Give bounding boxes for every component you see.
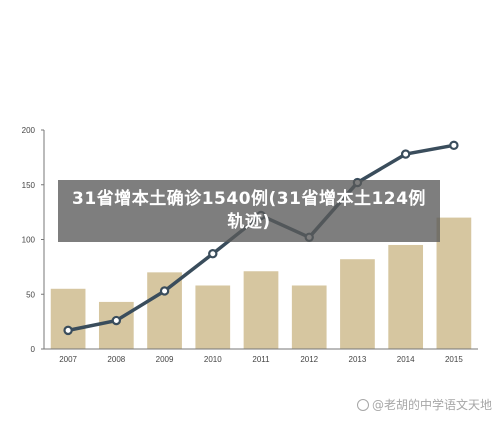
- x-tick-label: 2013: [349, 355, 367, 364]
- bar-2010: [195, 285, 231, 349]
- watermark: @老胡的中学语文天地: [356, 396, 492, 413]
- x-tick-label: 2012: [300, 355, 318, 364]
- x-tick-label: 2015: [445, 355, 463, 364]
- headline-banner: 31省增本土确诊1540例(31省增本土124例轨迹): [58, 180, 440, 242]
- x-tick-label: 2014: [397, 355, 415, 364]
- x-tick-label: 2010: [204, 355, 222, 364]
- watermark-logo-icon: [356, 398, 369, 411]
- y-tick-label: 100: [22, 236, 36, 245]
- y-tick-label: 0: [31, 345, 36, 354]
- watermark-text: @老胡的中学语文天地: [371, 398, 492, 412]
- line-point-2009: [159, 286, 170, 296]
- y-axis-ticks: 0 50 100 150 200: [22, 126, 44, 354]
- x-tick-label: 2008: [107, 355, 125, 364]
- x-tick-label: 2007: [59, 355, 77, 364]
- bar-series: [50, 217, 472, 349]
- line-point-2010: [208, 249, 218, 259]
- x-tick-label: 2009: [156, 355, 174, 364]
- x-tick-label: 2011: [252, 355, 270, 364]
- bar-2007: [50, 288, 86, 349]
- bar-2008: [98, 301, 134, 349]
- headline-text: 31省增本土确诊1540例(31省增本土124例轨迹): [72, 189, 426, 232]
- y-tick-label: 200: [22, 126, 36, 135]
- bar-2012: [291, 285, 327, 349]
- y-tick-label: 150: [22, 181, 36, 190]
- bar-2015: [436, 217, 472, 349]
- bar-2011: [243, 271, 279, 349]
- line-point-2007: [63, 325, 73, 336]
- line-point-2008: [111, 315, 122, 326]
- x-axis-ticks: 2007 2008 2009 2010 2011 2012 2013 2014 2015: [59, 355, 463, 364]
- line-point-2014: [400, 149, 411, 159]
- bar-2013: [340, 259, 375, 349]
- bar-2014: [388, 244, 424, 349]
- y-tick-label: 50: [26, 290, 35, 299]
- line-point-2015: [449, 140, 459, 151]
- bar-2009: [147, 272, 182, 349]
